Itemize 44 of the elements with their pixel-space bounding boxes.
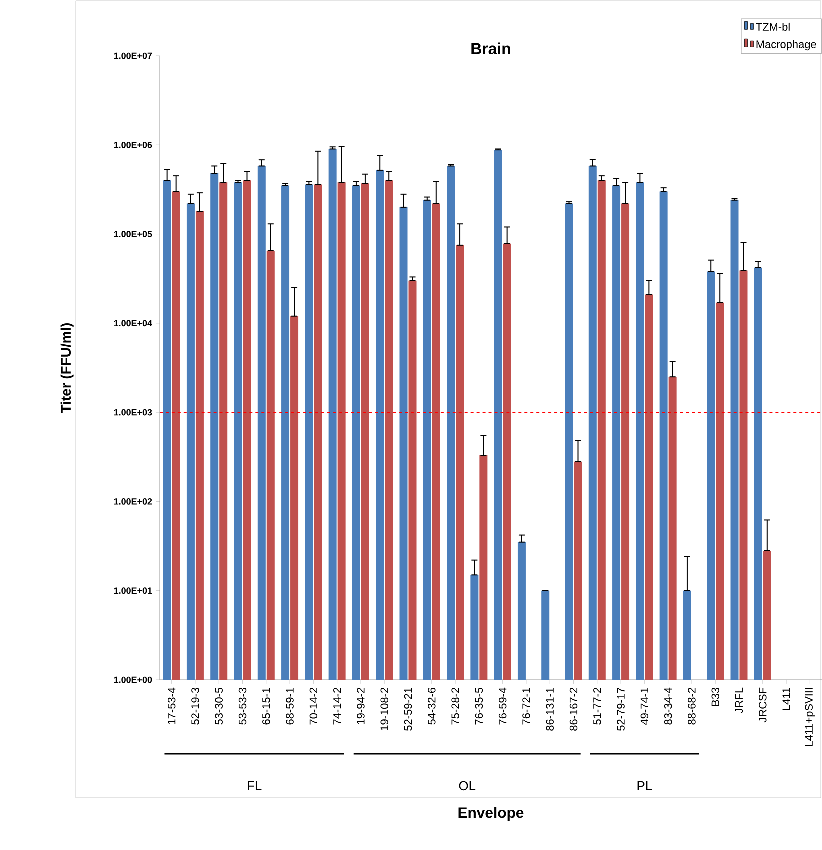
x-tick-label: 86-131-1 bbox=[546, 688, 554, 731]
x-tick-label: 70-14-2 bbox=[310, 688, 318, 725]
x-tick-label: L411 bbox=[782, 688, 790, 710]
legend-label: Macrophage bbox=[756, 40, 816, 51]
y-tick-label: 1.00E+07 bbox=[114, 52, 152, 60]
chart-title: Brain bbox=[472, 42, 510, 54]
x-tick-label: 75-28-2 bbox=[452, 688, 460, 725]
x-tick-label: JRCSF bbox=[759, 688, 767, 723]
x-tick-label: B33 bbox=[712, 688, 720, 706]
x-tick-label: 86-167-2 bbox=[570, 688, 578, 731]
text: FL bbox=[248, 782, 262, 790]
y-tick-label: 1.00E+04 bbox=[114, 320, 152, 327]
x-tick-label: 76-72-1 bbox=[522, 688, 530, 725]
text: PL bbox=[638, 782, 652, 790]
x-tick-label: 17-53-4 bbox=[168, 688, 176, 724]
x-tick-label: 19-94-2 bbox=[357, 688, 365, 724]
y-tick-label: 1.00E+00 bbox=[114, 676, 152, 684]
y-tick-label: 1.00E+05 bbox=[114, 231, 152, 238]
x-axis-title: Envelope bbox=[458, 807, 524, 822]
x-tick-label: JRFL bbox=[735, 688, 744, 714]
x-tick-label: 52-59-21 bbox=[404, 688, 412, 731]
y-tick-label: 1.00E+01 bbox=[114, 588, 152, 594]
text: OL bbox=[459, 781, 476, 791]
y-tick-label: 1.00E+02 bbox=[114, 498, 152, 505]
x-tick-label: 51-77-2 bbox=[594, 688, 602, 725]
x-tick-label: 54-32-6 bbox=[428, 688, 436, 725]
x-tick-label: 49-74-1 bbox=[640, 688, 649, 726]
x-tick-label: 88-68-2 bbox=[688, 688, 696, 725]
x-tick-label: 76-35-5 bbox=[475, 688, 484, 725]
x-tick-label: 76-59-4 bbox=[498, 688, 507, 725]
legend-label: TZM-bl bbox=[756, 22, 790, 32]
x-tick-label: 19-108-2 bbox=[380, 688, 388, 731]
x-tick-label: 74-14-2 bbox=[334, 688, 342, 725]
x-tick-label: 53-30-5 bbox=[215, 688, 223, 725]
x-tick-label: 68-59-1 bbox=[286, 688, 294, 725]
x-tick-label: 65-15-1 bbox=[262, 688, 270, 725]
x-tick-label: 52-79-17 bbox=[617, 688, 625, 731]
y-axis-title: Titer (FFU/ml) bbox=[60, 323, 74, 414]
x-tick-label: 83-34-4 bbox=[664, 688, 672, 725]
x-tick-label: 53-53-3 bbox=[238, 688, 247, 725]
y-tick-label: 1.00E+03 bbox=[114, 409, 152, 416]
x-tick-label: L411+pSVIII bbox=[805, 688, 816, 746]
y-tick-label: 1.00E+06 bbox=[114, 142, 152, 148]
x-tick-label: 52-19-3 bbox=[192, 688, 200, 725]
